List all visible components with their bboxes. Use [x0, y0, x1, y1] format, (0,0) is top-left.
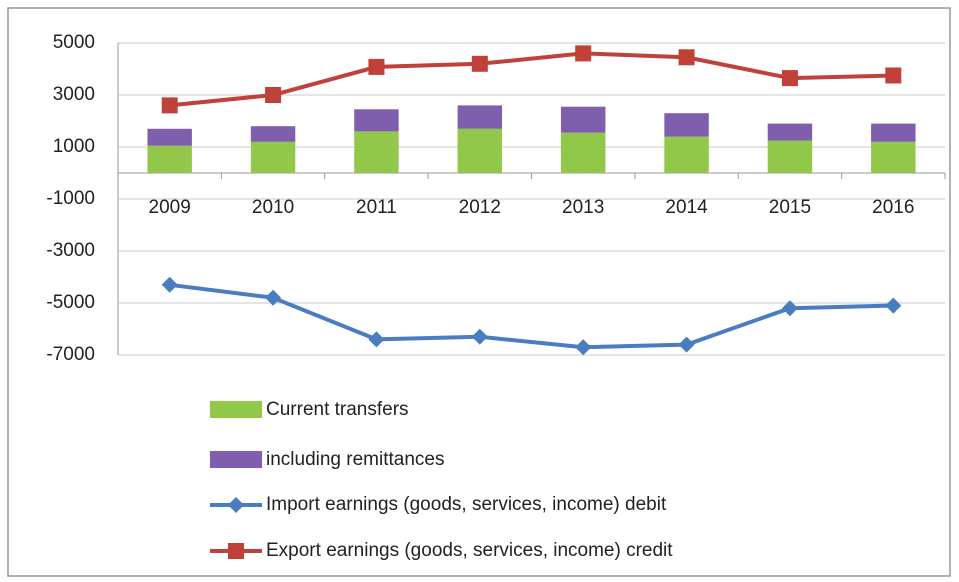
legend-label: Export earnings (goods, services, income…	[266, 540, 673, 561]
y-tick-label: 3000	[53, 84, 95, 105]
line	[169, 282, 894, 350]
x-tick-label: 2014	[665, 197, 708, 218]
marker	[471, 328, 488, 345]
bar	[560, 106, 606, 133]
bar	[354, 109, 399, 132]
marker	[471, 55, 488, 72]
bar	[354, 131, 399, 173]
y-tick-label: -7000	[46, 344, 95, 365]
marker	[368, 331, 385, 348]
y-tick-label: 1000	[53, 136, 95, 157]
marker	[368, 58, 385, 75]
x-tick-label: 2009	[149, 197, 191, 218]
bar	[457, 128, 503, 173]
x-tick-label: 2012	[459, 197, 501, 218]
x-tick-label: 2010	[252, 197, 294, 218]
bar	[250, 141, 296, 173]
line	[169, 51, 894, 108]
y-tick-label: -5000	[46, 292, 95, 313]
marker	[161, 276, 178, 293]
marker	[265, 289, 282, 306]
bar	[147, 128, 192, 146]
legend-label: including remittances	[266, 449, 444, 470]
legend-swatch	[210, 451, 262, 468]
x-tick-label: 2011	[356, 197, 397, 218]
legend-swatch	[210, 401, 262, 418]
x-tick-label: 2015	[769, 197, 811, 218]
legend-label: Current transfers	[266, 399, 409, 420]
marker	[265, 87, 282, 103]
x-tick-label: 2013	[562, 197, 604, 218]
bar	[147, 145, 192, 173]
y-tick-label: 5000	[53, 32, 95, 53]
legend-marker	[228, 543, 244, 559]
bar	[664, 136, 709, 173]
marker	[678, 336, 695, 353]
bar	[250, 126, 296, 142]
x-tick-label: 2016	[872, 197, 914, 218]
y-tick-label: -3000	[46, 240, 95, 261]
bar	[457, 105, 503, 129]
marker	[678, 49, 695, 66]
marker	[161, 97, 178, 114]
marker	[781, 70, 798, 87]
chart-frame	[7, 7, 951, 577]
bar	[664, 113, 709, 137]
legend-label: Import earnings (goods, services, income…	[266, 494, 667, 515]
legend-marker	[228, 497, 244, 513]
marker	[885, 297, 902, 314]
y-tick-label: -1000	[46, 188, 95, 209]
marker	[575, 45, 592, 62]
marker	[575, 339, 592, 356]
bar	[560, 132, 606, 173]
bar	[871, 141, 916, 173]
bar	[767, 140, 813, 173]
bar	[767, 123, 813, 141]
marker	[885, 67, 902, 84]
marker	[781, 300, 798, 317]
bar	[871, 123, 916, 142]
